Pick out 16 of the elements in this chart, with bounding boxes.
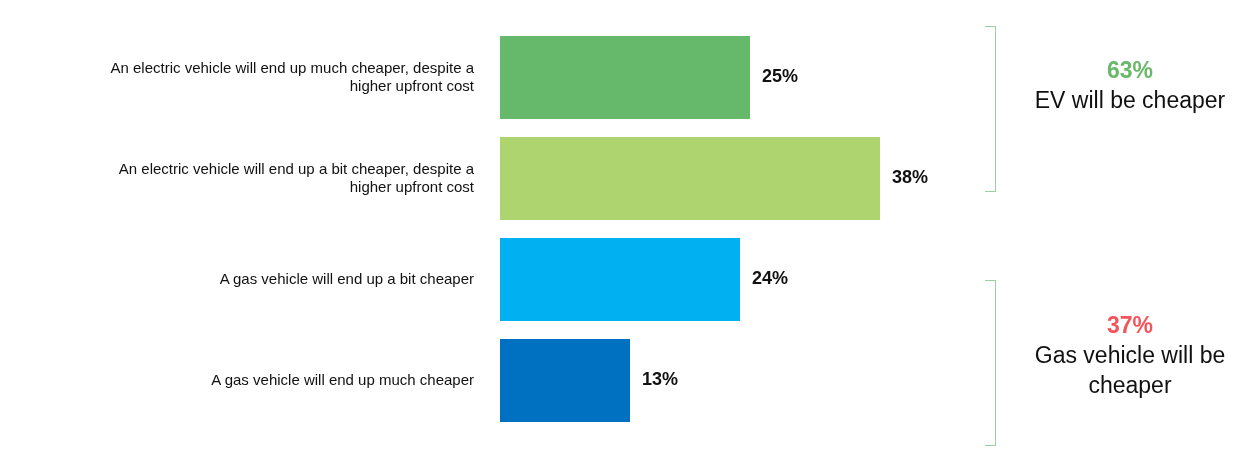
y-tick-label: An electric vehicle will end up much cheaper, despite a higher upfront cost [110, 58, 475, 94]
data-label: 38% [892, 167, 929, 188]
text: 37% [1105, 311, 1154, 340]
bar [500, 238, 740, 321]
data-label: 13% [642, 369, 679, 390]
bar [500, 137, 880, 220]
bar [500, 339, 630, 422]
data-label: 24% [752, 268, 789, 289]
text: 63% [1105, 56, 1154, 85]
text: Gas vehicle will be cheaper [1033, 341, 1227, 400]
text: EV will be cheaper [1033, 86, 1227, 115]
data-label: 25% [762, 66, 799, 87]
y-tick-label: A gas vehicle will end up much cheaper [211, 370, 474, 388]
bar [500, 36, 750, 119]
y-tick-label: A gas vehicle will end up a bit cheaper [219, 269, 474, 287]
y-tick-label: An electric vehicle will end up a bit cheaper, despite a higher upfront cost [118, 159, 475, 195]
